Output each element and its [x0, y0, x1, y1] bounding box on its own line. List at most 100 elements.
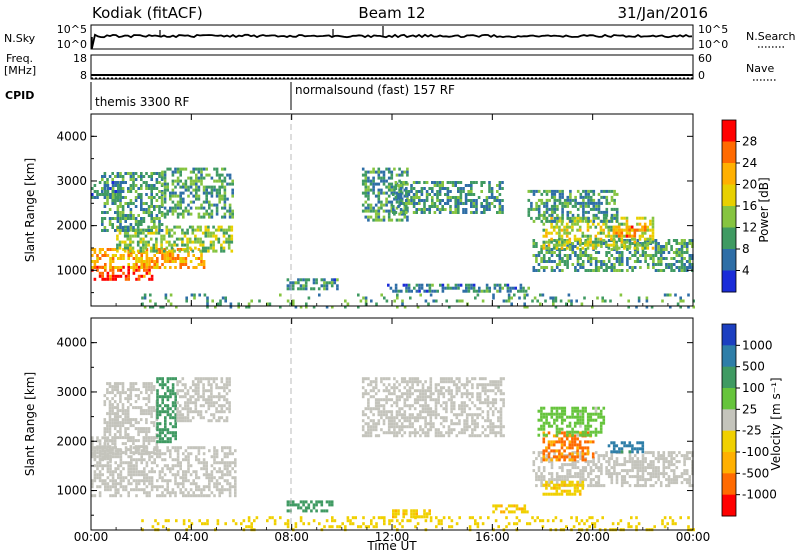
heatmap-cell [599, 228, 603, 232]
heatmap-cell [114, 274, 117, 278]
heatmap-cell [377, 182, 381, 186]
heatmap-cell [364, 194, 368, 198]
heatmap-cell [442, 386, 446, 390]
heatmap-cell [450, 389, 453, 393]
heatmap-cell [641, 242, 645, 245]
heatmap-cell [202, 167, 206, 171]
heatmap-cell [667, 263, 671, 266]
heatmap-cell [174, 203, 177, 207]
heatmap-cell [169, 167, 172, 171]
heatmap-cell [685, 266, 689, 269]
heatmap-cell [486, 410, 490, 414]
heatmap-cell [103, 394, 107, 398]
heatmap-cell [418, 286, 421, 290]
heatmap-cell [591, 240, 595, 244]
heatmap-cell [423, 512, 426, 516]
heatmap-cell [455, 299, 459, 303]
heatmap-cell [140, 223, 143, 226]
heatmap-cell [672, 475, 676, 479]
heatmap-cell [143, 470, 146, 474]
heatmap-cell [197, 449, 201, 453]
heatmap-cell [532, 239, 536, 242]
heatmap-cell [644, 466, 647, 470]
heatmap-cell [197, 377, 200, 381]
heatmap-cell [364, 422, 368, 426]
heatmap-cell [644, 484, 647, 488]
heatmap-cell [599, 240, 603, 244]
heatmap-cell [612, 225, 616, 229]
heatmap-cell [205, 209, 208, 213]
heatmap-cell [561, 466, 564, 470]
heatmap-cell [116, 409, 120, 413]
heatmap-cell [364, 215, 368, 219]
heatmap-cell [490, 193, 494, 196]
heatmap-cell [174, 404, 177, 408]
heatmap-cell [387, 212, 391, 216]
heatmap-cell [507, 296, 511, 300]
heatmap-cell [124, 202, 127, 205]
heatmap-cell [101, 248, 104, 251]
heatmap-cell [106, 181, 109, 184]
heatmap-cell [297, 278, 300, 282]
heatmap-cell [613, 201, 616, 205]
heatmap-cell [372, 413, 375, 417]
heatmap-cell [344, 299, 347, 303]
heatmap-cell [662, 466, 666, 470]
heatmap-cell [150, 199, 153, 202]
heatmap-cell [455, 416, 459, 420]
heatmap-cell [602, 213, 606, 217]
heatmap-cell [610, 472, 614, 476]
heatmap-cell [117, 455, 120, 459]
heatmap-cell [161, 452, 164, 456]
heatmap-cell [563, 254, 567, 257]
heatmap-cell [124, 476, 128, 480]
heatmap-cell [199, 249, 202, 253]
heatmap-cell [530, 207, 533, 211]
heatmap-cell [555, 254, 559, 257]
heatmap-cell [215, 455, 219, 459]
heatmap-cell [532, 207, 536, 211]
heatmap-cell [639, 254, 642, 257]
heatmap-cell [683, 454, 686, 458]
heatmap-cell [179, 260, 182, 263]
heatmap-cell [460, 413, 464, 417]
heatmap-cell [123, 243, 127, 247]
heatmap-cell [597, 237, 600, 241]
heatmap-cell [587, 204, 590, 208]
heatmap-cell [488, 196, 491, 199]
heatmap-cell [158, 211, 161, 214]
heatmap-cell [317, 500, 321, 504]
heatmap-cell [450, 395, 453, 399]
heatmap-cell [620, 237, 624, 241]
heatmap-cell [150, 461, 154, 465]
heatmap-cell [160, 223, 164, 226]
heatmap-cell [459, 190, 463, 193]
heatmap-cell [636, 475, 640, 479]
heatmap-cell [210, 413, 213, 417]
heatmap-cell [442, 401, 446, 405]
heatmap-cell [419, 434, 422, 438]
heatmap-cell [116, 237, 119, 241]
heatmap-cell [566, 260, 569, 263]
heatmap-cell [576, 460, 580, 464]
heatmap-cell [474, 296, 477, 300]
heatmap-cell [210, 212, 214, 216]
heatmap-cell [106, 391, 109, 395]
heatmap-cell [153, 196, 156, 199]
heatmap-cell [644, 460, 647, 464]
heatmap-cell [121, 409, 125, 413]
heatmap-cell [434, 431, 438, 435]
heatmap-cell [449, 196, 452, 199]
heatmap-cell [615, 475, 619, 479]
heatmap-cell [461, 299, 464, 303]
heatmap-cell [155, 217, 159, 220]
heatmap-cell [119, 220, 122, 223]
heatmap-cell [654, 251, 658, 254]
heatmap-cell [491, 380, 495, 384]
heatmap-cell [166, 449, 169, 453]
heatmap-cell [228, 173, 232, 177]
heatmap-cell [535, 457, 538, 461]
heatmap-cell [659, 481, 663, 485]
heatmap-cell [129, 445, 133, 449]
colorbar-segment [722, 227, 736, 250]
